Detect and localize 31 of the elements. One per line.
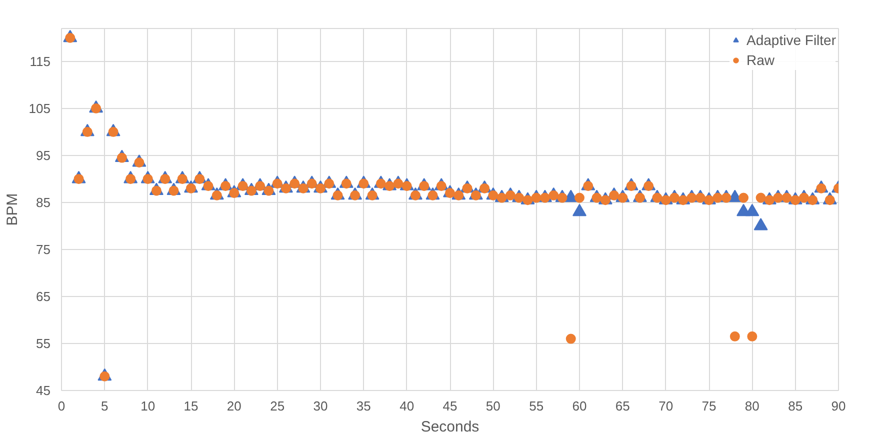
y-tick-label: 85: [36, 194, 51, 210]
x-tick-label: 0: [58, 398, 66, 414]
x-tick-label: 50: [486, 398, 500, 414]
x-tick-label: 55: [529, 398, 544, 414]
y-tick-label: 75: [36, 242, 51, 257]
x-tick-label: 45: [442, 398, 458, 414]
x-axis-title: Seconds: [420, 418, 480, 436]
x-tick-label: 25: [270, 398, 285, 414]
x-tick-label: 40: [400, 398, 414, 414]
x-tick-label: 90: [831, 398, 846, 414]
y-tick-label: 55: [36, 336, 51, 351]
y-axis-title: BPM: [4, 193, 21, 226]
x-tick-label: 75: [702, 398, 716, 414]
y-tick-label: 95: [36, 148, 51, 163]
x-tick-label: 20: [226, 398, 242, 414]
legend-label: Raw: [746, 52, 775, 68]
legend-label: Adaptive Filter: [746, 32, 836, 48]
x-tick-label: 70: [658, 398, 674, 414]
x-tick-label: 65: [615, 398, 630, 414]
y-tick-label: 65: [36, 288, 51, 304]
x-tick-label: 30: [313, 398, 328, 414]
x-tick-label: 5: [101, 398, 108, 414]
x-tick-label: 35: [356, 398, 371, 414]
y-tick-label: 45: [36, 383, 51, 398]
y-tick-label: 105: [28, 100, 51, 116]
x-tick-label: 10: [140, 398, 156, 414]
x-tick-label: 80: [744, 398, 760, 414]
x-tick-label: 60: [572, 398, 587, 414]
y-tick-label: 115: [30, 54, 51, 69]
x-tick-label: 85: [788, 398, 803, 414]
x-tick-label: 15: [184, 398, 198, 414]
